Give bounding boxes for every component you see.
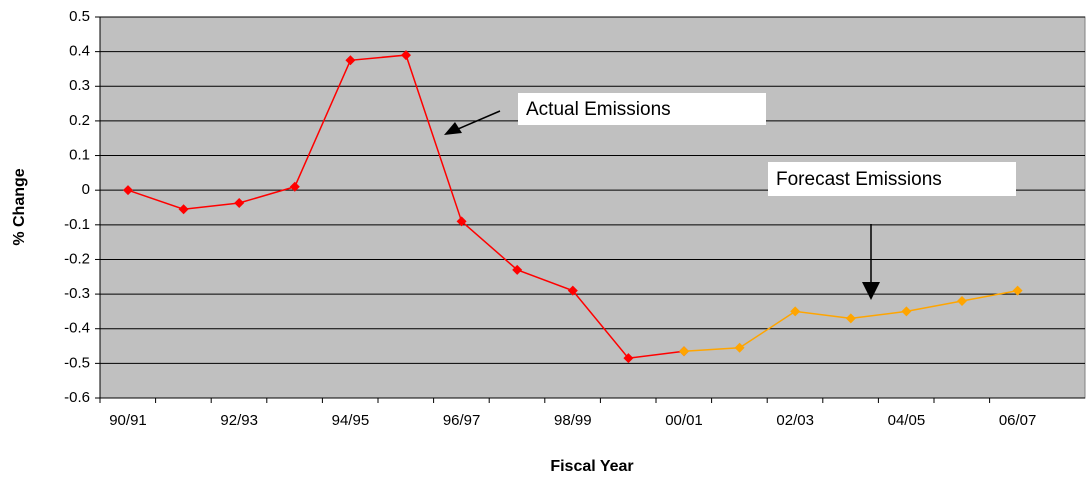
y-tick-label: 0 xyxy=(82,181,90,198)
y-tick-label: -0.5 xyxy=(64,354,90,371)
y-tick-label: 0.5 xyxy=(69,8,90,25)
marker xyxy=(289,181,300,192)
marker xyxy=(734,342,745,353)
marker xyxy=(957,296,967,307)
x-tick-label: 90/91 xyxy=(109,412,147,429)
y-tick-label: -0.3 xyxy=(64,285,90,302)
annotation-actual-box xyxy=(518,93,766,125)
x-tick-label: 02/03 xyxy=(776,412,814,429)
y-tick-label: -0.2 xyxy=(64,250,90,267)
marker xyxy=(845,313,856,324)
y-tick-label: -0.4 xyxy=(64,320,90,337)
arrowhead xyxy=(862,282,880,300)
y-tick-label: 0.3 xyxy=(69,77,90,94)
x-tick-label: 96/97 xyxy=(443,412,481,429)
marker xyxy=(456,216,467,227)
marker xyxy=(1012,285,1023,296)
marker xyxy=(234,197,245,208)
annotation-actual: Actual Emissions xyxy=(526,99,671,120)
y-tick-label: -0.1 xyxy=(64,216,90,233)
x-tick-label: 04/05 xyxy=(888,412,926,429)
arrow xyxy=(457,110,501,130)
marker xyxy=(679,346,689,357)
x-axis-label: Fiscal Year xyxy=(550,458,633,475)
x-tick-label: 94/95 xyxy=(332,412,370,429)
marker xyxy=(901,306,912,317)
x-tick-label: 98/99 xyxy=(554,412,592,429)
x-tick-label: 06/07 xyxy=(999,412,1037,429)
marker xyxy=(623,353,634,364)
arrowhead xyxy=(444,122,462,135)
y-tick-label: 0.2 xyxy=(69,112,90,129)
y-tick-label: -0.6 xyxy=(64,389,90,406)
marker xyxy=(512,264,523,275)
marker xyxy=(178,204,189,215)
y-tick-label: 0.1 xyxy=(69,147,90,164)
y-tick-label: 0.4 xyxy=(69,43,90,60)
marker xyxy=(567,285,578,296)
marker xyxy=(345,55,356,66)
marker xyxy=(123,185,133,196)
plot-area xyxy=(99,16,1086,399)
x-tick-label: 00/01 xyxy=(665,412,703,429)
x-tick-label: 92/93 xyxy=(220,412,258,429)
y-axis-label: % Change xyxy=(11,168,28,245)
annotation-forecast: Forecast Emissions xyxy=(776,169,942,190)
marker xyxy=(790,306,801,317)
annotation-forecast-box xyxy=(768,162,1016,196)
marker xyxy=(401,50,411,61)
